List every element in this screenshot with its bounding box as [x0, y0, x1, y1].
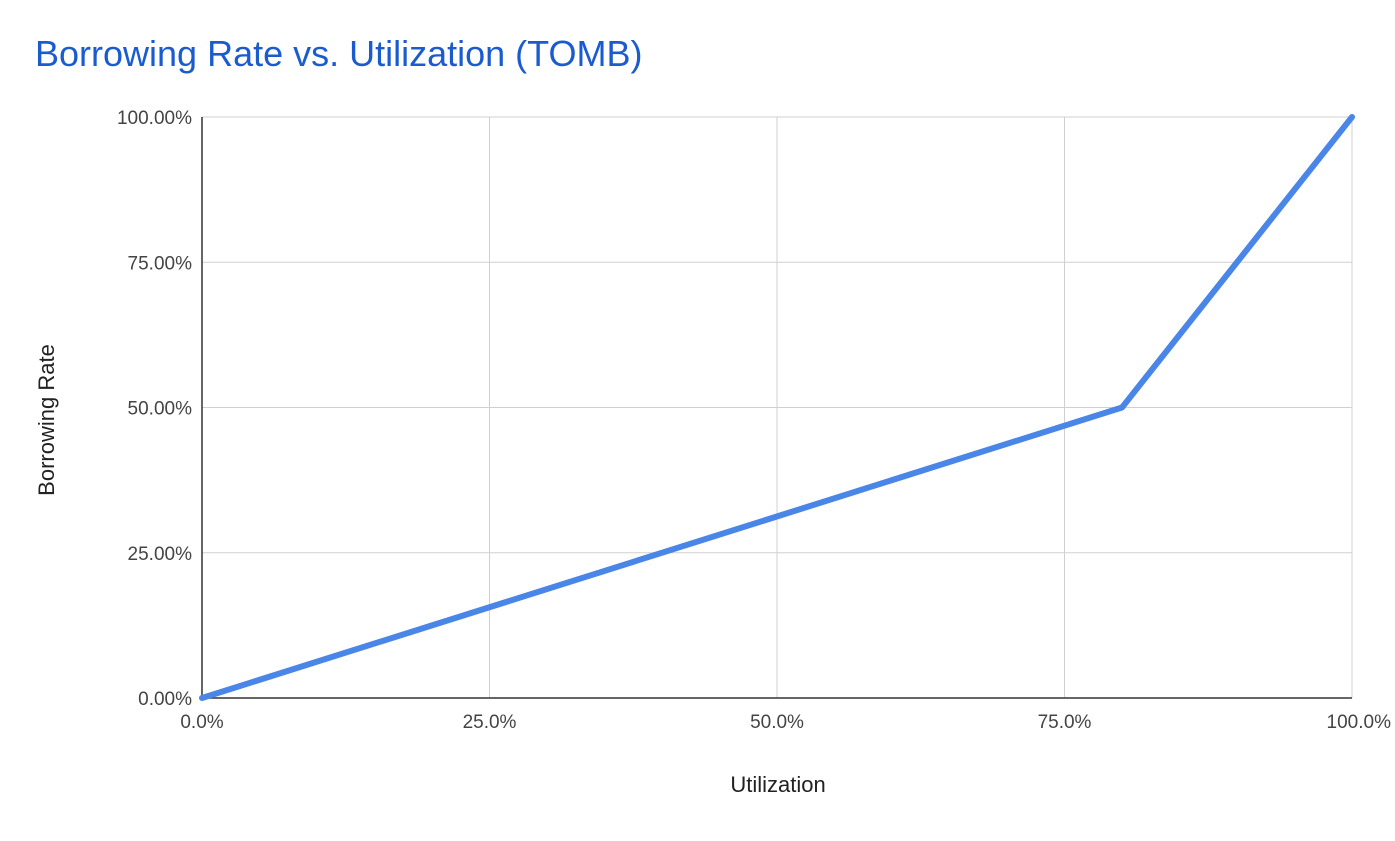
series-point — [201, 697, 203, 699]
series-point — [1351, 116, 1353, 118]
axes — [201, 117, 1352, 699]
series-point — [1121, 407, 1123, 408]
series-layer — [199, 114, 1355, 701]
chart-title: Borrowing Rate vs. Utilization (TOMB) — [35, 33, 643, 74]
x-tick-label: 50.0% — [750, 712, 804, 733]
y-tick-label: 75.00% — [128, 253, 193, 274]
x-tick-label: 0.0% — [180, 712, 223, 733]
x-tick-label: 75.0% — [1038, 712, 1092, 733]
x-tick-label: 25.0% — [463, 712, 517, 733]
y-axis-title: Borrowing Rate — [34, 344, 59, 496]
y-tick-label: 100.00% — [117, 108, 192, 129]
y-tick-label: 25.00% — [128, 544, 193, 565]
x-tick-label: 100.0% — [1327, 712, 1392, 733]
y-tick-labels: 0.00% 25.00% 50.00% 75.00% 100.00% — [117, 108, 192, 710]
x-tick-labels: 0.0% 25.0% 50.0% 75.0% 100.0% — [180, 712, 1391, 733]
grid-lines — [202, 116, 1353, 698]
x-axis-title: Utilization — [730, 772, 825, 797]
y-tick-label: 50.00% — [128, 399, 193, 420]
y-tick-label: 0.00% — [138, 689, 192, 710]
